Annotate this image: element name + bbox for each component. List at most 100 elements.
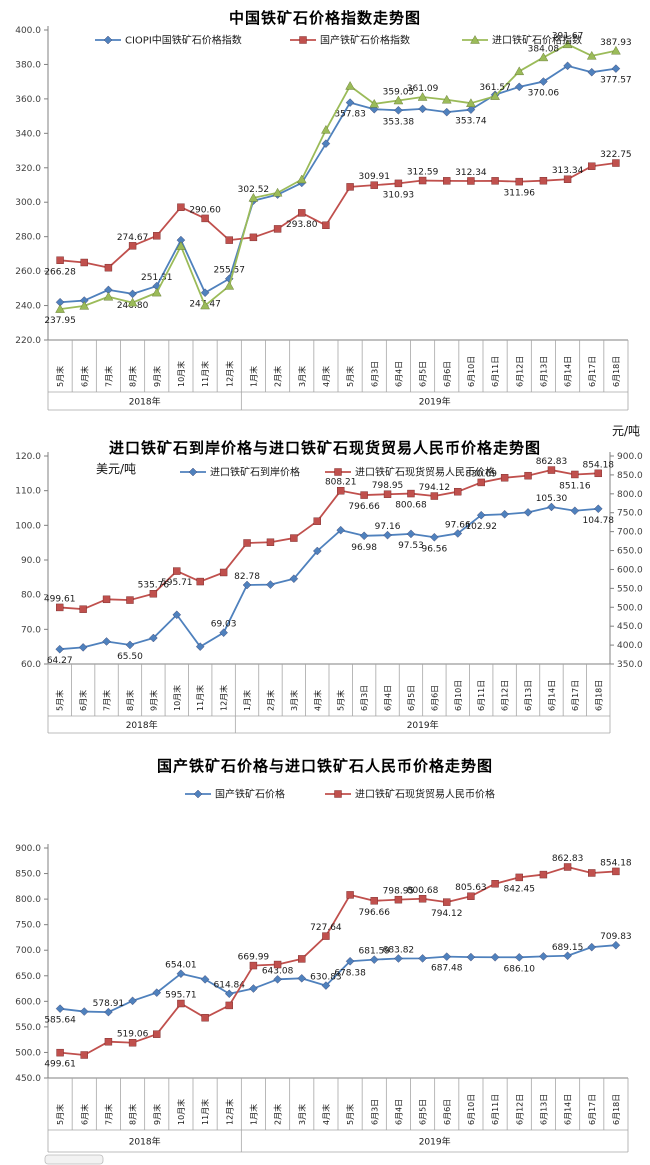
cutoff-next-row-artifact [44, 1154, 104, 1165]
category-label: 6月14日 [547, 680, 556, 711]
triangle-marker-icon [466, 98, 476, 107]
category-label: 6月3日 [370, 1099, 379, 1125]
category-label: 5月末 [55, 690, 65, 711]
square-marker-icon [370, 181, 378, 189]
y2-tick-label: 500.0 [617, 603, 643, 613]
data-label: 96.98 [351, 543, 377, 553]
square-marker-icon [177, 203, 185, 211]
data-label: 311.96 [504, 189, 536, 199]
data-label: 808.21 [325, 478, 357, 488]
square-marker-icon [266, 538, 275, 546]
y-tick-label: 450.0 [15, 1074, 41, 1084]
data-label: 105.30 [536, 494, 568, 504]
data-label: 499.61 [44, 1060, 76, 1070]
diamond-marker-icon [219, 628, 228, 637]
legend-label: 进口铁矿石现货贸易人民币价格 [355, 788, 495, 801]
data-label: 851.16 [559, 481, 591, 491]
square-marker-icon [539, 870, 548, 879]
square-marker-icon [491, 177, 499, 185]
series-line [60, 162, 617, 269]
category-label: 8月末 [128, 366, 138, 387]
category-label: 11月末 [200, 361, 210, 387]
square-marker-icon [201, 214, 209, 223]
data-label: 830.09 [465, 469, 497, 479]
y2-tick-label: 550.0 [617, 584, 643, 594]
category-label: 6月5日 [407, 685, 416, 711]
data-label: 798.95 [383, 887, 415, 897]
diamond-marker-icon [193, 789, 203, 799]
y-tick-label: 220.0 [15, 336, 41, 346]
data-label: 237.95 [44, 316, 76, 326]
chart-title: 进口铁矿石到岸价格与进口铁矿石现货贸易人民币价格走势图 [108, 439, 541, 457]
category-label: 6月13日 [524, 680, 533, 711]
series-line [60, 64, 617, 304]
y-tick-label: 90.0 [21, 556, 41, 566]
data-label: 595.71 [161, 578, 193, 588]
category-label: 6月10日 [467, 356, 476, 387]
diamond-marker-icon [125, 640, 135, 650]
category-label: 6月3日 [370, 361, 379, 387]
y2-tick-label: 850.0 [617, 471, 643, 481]
square-marker-icon [298, 209, 306, 217]
y2-tick-label: 350.0 [617, 660, 643, 670]
category-label: 7月末 [103, 1104, 113, 1125]
triangle-marker-icon [321, 124, 331, 134]
category-label: 10月末 [176, 361, 186, 387]
year-group-label: 2019年 [419, 1136, 451, 1148]
data-label: 384.08 [528, 44, 560, 54]
data-label: 266.28 [44, 267, 76, 277]
left-axis-unit-label: 美元/吨 [96, 462, 137, 476]
category-label: 8月末 [128, 1104, 138, 1125]
diamond-marker-icon [188, 467, 198, 477]
square-marker-icon [477, 478, 485, 487]
data-label: 578.91 [93, 999, 125, 1009]
square-marker-icon [219, 568, 228, 577]
y-tick-label: 240.0 [15, 302, 41, 312]
square-marker-icon [56, 256, 64, 264]
chart-plot-index: 220.0 240.0 260.0 280.0 300.0 320.0 340.0 360.0… [15, 26, 632, 411]
category-label: 6月末 [78, 690, 88, 711]
diamond-marker-icon [611, 940, 621, 950]
category-label: 6月12日 [515, 1094, 524, 1125]
category-label: 12月末 [224, 1099, 234, 1125]
data-label: 255.57 [214, 266, 246, 276]
legend-label: 国产铁矿石价格指数 [320, 34, 410, 47]
data-label: 585.64 [44, 1016, 76, 1026]
y-tick-label: 900.0 [15, 844, 41, 854]
data-label: 689.15 [552, 943, 584, 953]
data-label: 862.83 [536, 457, 568, 467]
square-marker-icon [322, 221, 330, 230]
year-group-label: 2019年 [407, 719, 439, 731]
category-label: 2月末 [273, 1104, 283, 1125]
category-label: 5月末 [345, 1104, 355, 1125]
data-label: 96.56 [421, 544, 447, 554]
triangle-marker-icon [538, 52, 549, 62]
data-label: 69.03 [211, 620, 237, 630]
diamond-marker-icon [539, 952, 548, 961]
diamond-marker-icon [249, 984, 258, 993]
diamond-marker-icon [383, 530, 392, 540]
category-label: 6月10日 [467, 1094, 476, 1125]
square-marker-icon [612, 867, 620, 876]
square-marker-icon [299, 36, 307, 44]
triangle-marker-icon [248, 192, 259, 202]
square-marker-icon [128, 242, 137, 250]
data-label: 595.71 [165, 991, 197, 1001]
data-label: 643.08 [262, 966, 294, 976]
category-label: 7月末 [103, 366, 113, 387]
category-label: 1月末 [242, 690, 252, 711]
triangle-marker-icon [224, 281, 235, 290]
square-marker-icon [80, 258, 88, 267]
square-marker-icon [225, 236, 233, 244]
diamond-marker-icon [273, 975, 282, 984]
data-label: 290.60 [189, 205, 221, 215]
category-label: 6月17日 [571, 680, 580, 711]
legend-label: 进口铁矿石到岸价格 [210, 466, 300, 479]
data-label: 309.91 [359, 172, 391, 182]
y2-tick-label: 400.0 [617, 641, 643, 651]
diamond-marker-icon [514, 953, 524, 962]
category-label: 6月14日 [564, 1094, 573, 1125]
square-marker-icon [56, 603, 64, 612]
